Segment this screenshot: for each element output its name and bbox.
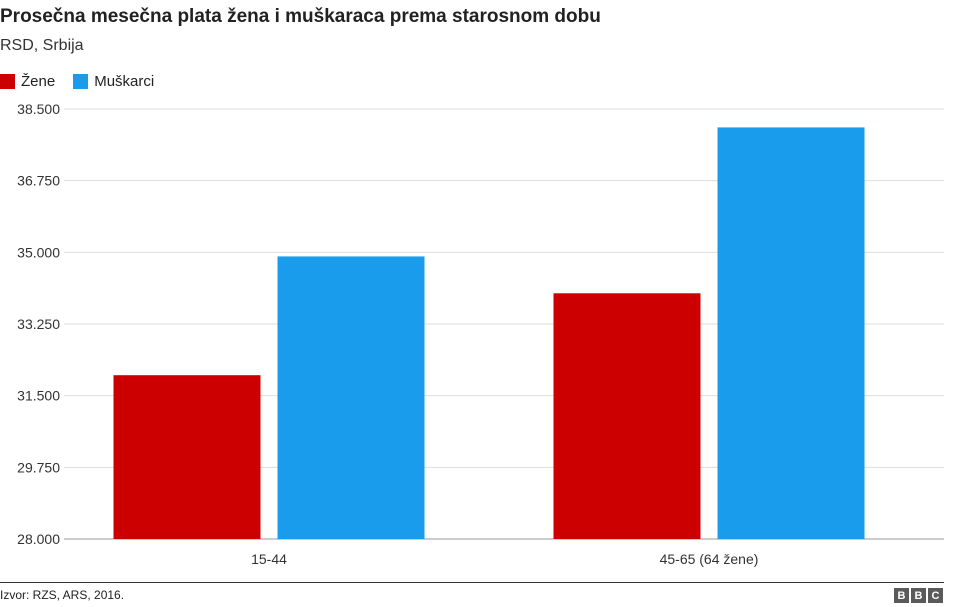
legend-swatch-muskarci: [73, 74, 89, 89]
y-tick-label: 29.750: [17, 459, 60, 475]
source-note: Izvor: RZS, ARS, 2016.: [0, 588, 125, 602]
legend-item-zene: Žene: [0, 73, 55, 90]
legend-item-muskarci: Muškarci: [73, 73, 154, 90]
x-tick-label: 45-65 (64 žene): [660, 551, 759, 567]
y-tick-label: 36.750: [17, 173, 60, 189]
bar-muskarci: [717, 127, 865, 539]
y-tick-label: 31.500: [17, 388, 60, 404]
x-tick-label: 15-44: [251, 551, 287, 567]
legend: Žene Muškarci: [0, 73, 172, 90]
bbc-logo-letter: B: [911, 588, 926, 603]
bar-zene: [113, 375, 261, 539]
y-tick-label: 28.000: [17, 531, 60, 547]
legend-swatch-zene: [0, 74, 15, 89]
y-tick-label: 33.250: [17, 316, 60, 332]
y-tick-label: 38.500: [17, 101, 60, 117]
y-tick-label: 35.000: [17, 244, 60, 260]
footer-divider: [0, 582, 944, 583]
bar-zene: [553, 293, 701, 539]
chart-subtitle: RSD, Srbija: [0, 37, 84, 54]
bbc-logo-letter: C: [928, 588, 943, 603]
bbc-logo-letter: B: [894, 588, 909, 603]
bar-muskarci: [277, 256, 425, 539]
legend-label-muskarci: Muškarci: [94, 73, 155, 90]
bbc-logo: B B C: [892, 588, 943, 603]
bar-chart: 28.000 29.750 31.500 33.250 35.000 36.750 38.5…: [17, 101, 944, 567]
legend-label-zene: Žene: [21, 73, 56, 90]
chart-title: Prosečna mesečna plata žena i muškaraca …: [0, 6, 601, 27]
